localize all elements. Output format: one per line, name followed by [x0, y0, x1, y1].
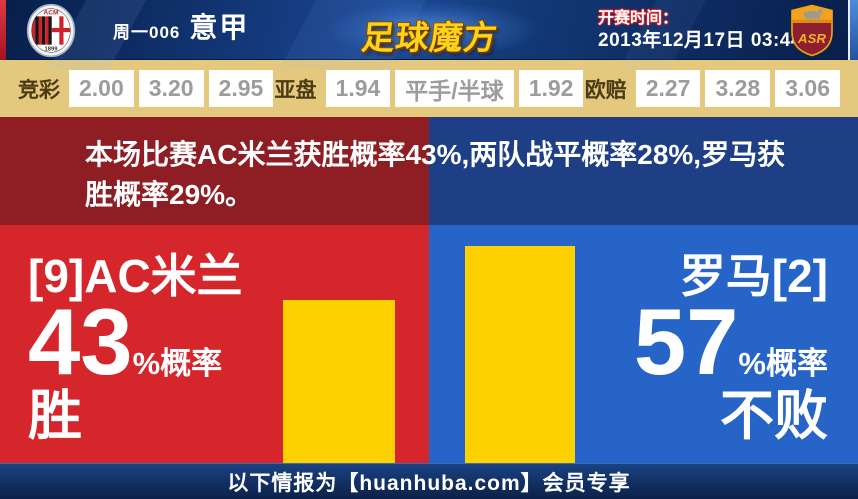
summary-line-1: 本场比赛AC米兰获胜概率43%,两队战平概率28%,罗马获 — [85, 139, 786, 170]
ac-milan-badge-icon: ACM 1899 — [26, 3, 76, 63]
home-probability-value: 43 — [28, 289, 133, 394]
away-outcome-label: 不败 — [720, 386, 828, 446]
site-logo: 足球魔方 — [327, 0, 537, 60]
kickoff-time: 2013年12月17日 03:44 — [598, 30, 802, 51]
svg-text:ASR: ASR — [797, 31, 827, 46]
banner-blue-half — [429, 117, 858, 225]
as-roma-badge-icon: ASR — [788, 3, 836, 63]
away-probability: 57%概率 — [634, 295, 828, 389]
footer-bar: 以下情报为【huanhuba.com】会员专享 — [0, 463, 858, 499]
summary-line-2: 胜概率29%。 — [85, 179, 254, 210]
home-probability-bar — [283, 300, 395, 463]
match-number: 周一006 — [113, 23, 181, 42]
home-team-name: [9]AC米兰 — [28, 250, 243, 302]
home-probability-suffix: %概率 — [132, 346, 223, 381]
site-logo-text: 足球魔方 — [359, 19, 500, 56]
odds-value-box: 1.92 — [518, 70, 584, 107]
probability-banner: 本场比赛AC米兰获胜概率43%,两队战平概率28%,罗马获 胜概率29%。 — [0, 117, 858, 225]
odds-bar: 竞彩 2.00 3.20 2.95 亚盘 1.94 平手/半球 1.92 欧赔 … — [0, 60, 858, 117]
kickoff-info: 开赛时间： 2013年12月17日 03:44 — [598, 8, 802, 52]
home-probability: 43%概率 — [28, 295, 222, 389]
header-left-red-stripe — [0, 0, 6, 60]
odds-value-box: 3.06 — [775, 70, 840, 107]
away-probability-bar — [465, 246, 575, 463]
odds-value-box: 3.20 — [138, 70, 204, 107]
logo-glow — [327, 2, 537, 58]
odds-value-box: 2.27 — [635, 70, 701, 107]
home-outcome-label: 胜 — [28, 386, 82, 446]
odds-value-box: 1.94 — [325, 70, 391, 107]
banner-red-half — [0, 117, 429, 225]
kickoff-label: 开赛时间： — [598, 10, 679, 27]
away-probability-value: 57 — [633, 289, 739, 394]
header-bar: ACM 1899 周一006 意甲 足球魔方 开赛时间： 2013年12月17日… — [0, 0, 858, 70]
header-right-blue-stripe — [850, 0, 858, 60]
odds-handicap-box: 平手/半球 — [395, 70, 514, 107]
odds-group-yapan: 亚盘 1.94 平手/半球 1.92 — [275, 70, 584, 107]
home-team-panel: [9]AC米兰 43%概率 胜 — [0, 225, 429, 463]
svg-text:1899: 1899 — [45, 47, 59, 53]
away-team-panel: 罗马[2] 57%概率 不败 — [429, 225, 858, 463]
odds-label: 竞彩 — [18, 78, 60, 102]
svg-text:ACM: ACM — [43, 10, 59, 17]
odds-group-jingcai: 竞彩 2.00 3.20 2.95 — [18, 70, 274, 107]
footer-notice: 以下情报为【huanhuba.com】会员专享 — [227, 471, 631, 495]
match-title: 周一006 意甲 — [113, 0, 249, 58]
odds-value-box: 2.95 — [208, 70, 274, 107]
header-right-gap — [848, 0, 850, 60]
away-probability-suffix: %概率 — [738, 346, 828, 381]
away-team-name: 罗马[2] — [679, 250, 828, 302]
odds-value-box: 2.00 — [69, 70, 134, 107]
odds-label: 亚盘 — [274, 78, 317, 102]
odds-label: 欧赔 — [584, 78, 627, 102]
prediction-panels: [9]AC米兰 43%概率 胜 罗马[2] 57%概率 不败 — [0, 225, 858, 463]
odds-group-oupei: 欧赔 2.27 3.28 3.06 — [585, 70, 840, 107]
probability-summary-text: 本场比赛AC米兰获胜概率43%,两队战平概率28%,罗马获 胜概率29%。 — [85, 135, 805, 215]
league-name: 意甲 — [189, 12, 250, 43]
odds-value-box: 3.28 — [705, 70, 771, 107]
